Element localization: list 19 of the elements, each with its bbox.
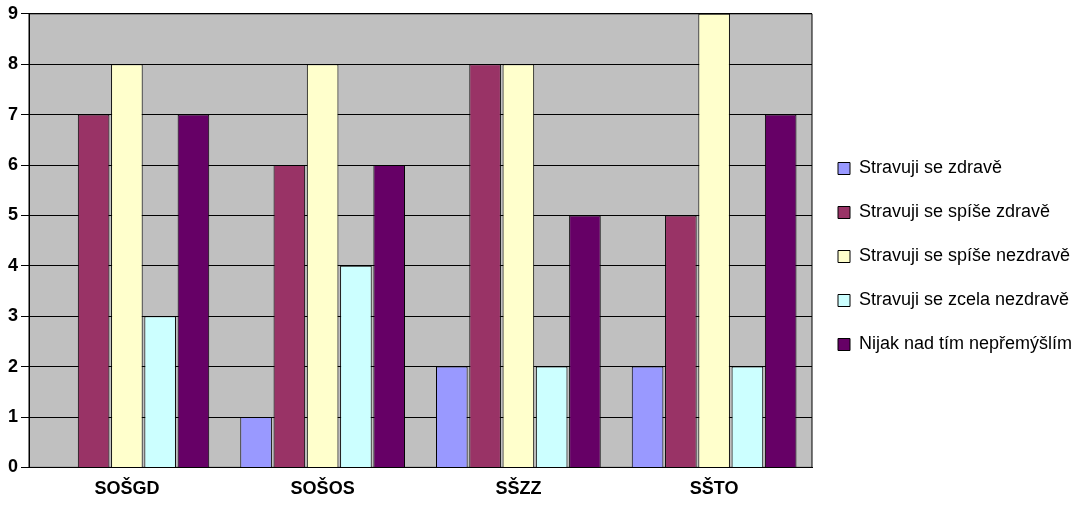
y-tick-label: 3 [8,305,19,326]
x-tick-label: SŠZZ [495,477,542,499]
x-tick-label: SOŠGD [94,477,160,499]
y-tick-label: 1 [8,405,19,426]
y-tick-label: 8 [8,53,19,74]
y-tick-label: 2 [8,355,19,376]
y-tick-label: 7 [8,103,19,124]
legend-label: Stravuji se zdravě [859,157,1003,178]
y-tick-label: 0 [8,456,19,477]
legend-label: Stravuji se zcela nezdravě [859,289,1070,310]
x-tick-label: SŠTO [689,477,739,499]
y-tick-label: 6 [8,153,19,174]
y-tick-label: 4 [8,254,19,275]
x-tick-label: SOŠOS [290,477,355,499]
legend-label: Stravuji se spíše zdravě [859,201,1051,222]
legend-label: Stravuji se spíše nezdravě [859,245,1071,266]
legend-label: Nijak nad tím nepřemýšlím [859,333,1073,354]
y-tick-label: 5 [8,204,19,225]
y-tick-label: 9 [8,2,19,23]
